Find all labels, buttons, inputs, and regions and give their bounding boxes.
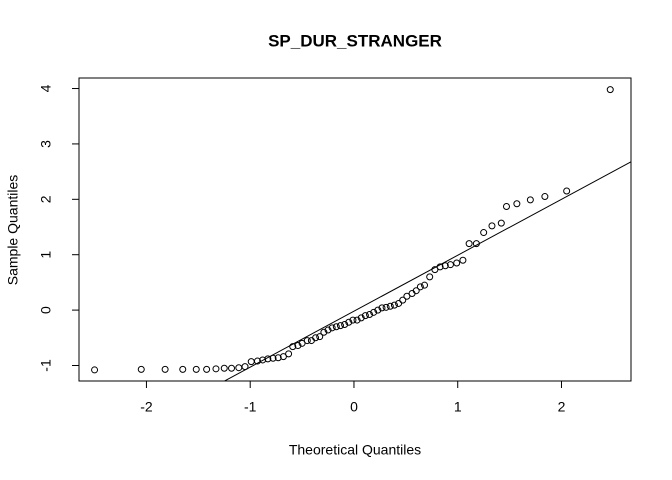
point: [332, 323, 340, 331]
point: [192, 365, 200, 373]
point: [228, 364, 236, 372]
point: [446, 261, 454, 269]
point: [349, 316, 357, 324]
point: [403, 292, 411, 300]
point: [472, 240, 480, 248]
point: [336, 322, 344, 330]
point: [421, 281, 429, 289]
point: [269, 354, 277, 362]
point: [247, 358, 255, 366]
point: [294, 342, 302, 350]
point: [453, 259, 461, 267]
y-tick-label: -1: [38, 359, 54, 372]
y-tick-label: 3: [38, 140, 54, 148]
point: [312, 334, 320, 342]
point: [345, 318, 353, 326]
y-axis-label: Sample Quantiles: [5, 175, 21, 286]
point: [366, 311, 374, 319]
point: [203, 365, 211, 373]
point: [497, 219, 505, 227]
qq-line: [223, 161, 631, 381]
point: [341, 320, 349, 328]
point: [416, 283, 424, 291]
point: [382, 303, 390, 311]
point: [285, 350, 293, 358]
point: [361, 312, 369, 320]
point: [289, 343, 297, 351]
point: [386, 302, 394, 310]
point: [253, 357, 261, 365]
point: [374, 306, 382, 314]
x-tick-label: 0: [350, 399, 358, 415]
point: [324, 326, 332, 334]
point: [320, 328, 328, 336]
point: [513, 200, 521, 208]
point: [488, 222, 496, 230]
point: [390, 301, 398, 309]
point: [298, 339, 306, 347]
x-tick-label: -1: [244, 399, 257, 415]
point: [441, 262, 449, 270]
point: [526, 196, 534, 204]
point: [502, 203, 510, 211]
point: [563, 187, 571, 195]
point: [274, 354, 282, 362]
x-tick-label: -2: [140, 399, 153, 415]
x-tick-label: 2: [558, 399, 566, 415]
plot-frame: [78, 77, 632, 382]
point: [179, 365, 187, 373]
point: [303, 337, 311, 345]
y-tick-label: 4: [38, 84, 54, 92]
point: [412, 287, 420, 295]
y-tick-label: 2: [38, 195, 54, 203]
point: [357, 314, 365, 322]
x-axis-label: Theoretical Quantiles: [289, 442, 421, 458]
point: [161, 365, 169, 373]
point: [353, 316, 361, 324]
point: [378, 304, 386, 312]
y-tick-label: 1: [38, 251, 54, 259]
point: [436, 263, 444, 271]
point: [212, 365, 220, 373]
point: [220, 364, 228, 372]
point: [264, 355, 272, 363]
point: [370, 308, 378, 316]
point: [480, 229, 488, 237]
point: [606, 86, 614, 94]
point: [137, 365, 145, 373]
x-tick-label: 1: [454, 399, 462, 415]
point: [328, 324, 336, 332]
point: [316, 333, 324, 341]
point: [241, 363, 249, 371]
chart-title: SP_DUR_STRANGER: [268, 31, 442, 50]
point: [426, 273, 434, 281]
plot-area: [223, 161, 631, 381]
point: [279, 353, 287, 361]
point: [259, 356, 267, 364]
point: [465, 240, 473, 248]
point: [431, 266, 439, 274]
y-tick-label: 0: [38, 306, 54, 314]
point: [235, 364, 243, 372]
point: [541, 193, 549, 201]
point: [91, 366, 99, 374]
point: [399, 296, 407, 304]
point: [459, 256, 467, 264]
point: [395, 299, 403, 307]
